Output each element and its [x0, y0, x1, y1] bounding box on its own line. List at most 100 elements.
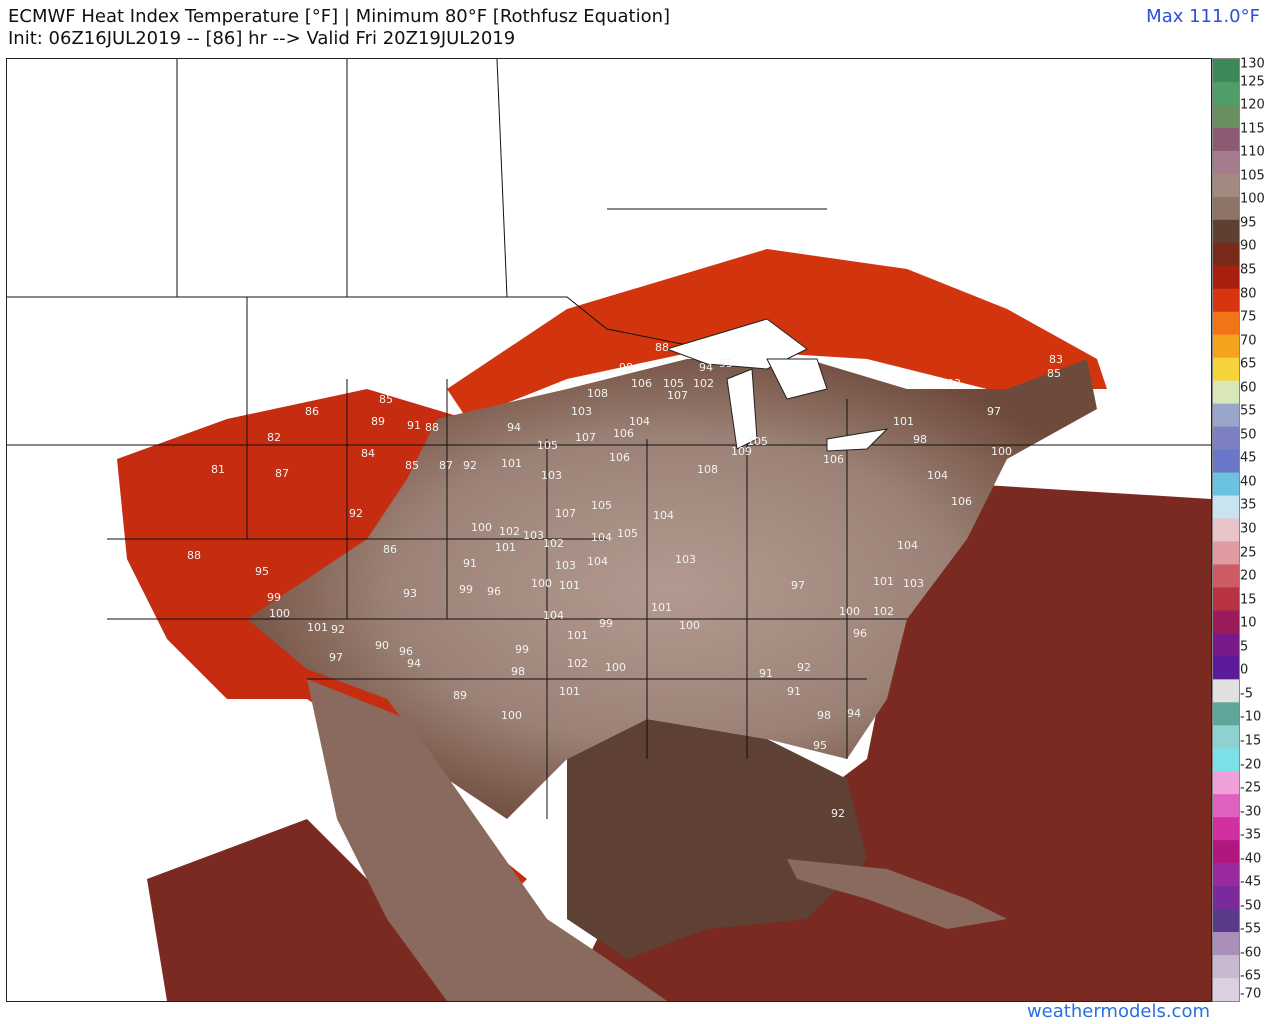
legend-tick-label: 55: [1240, 403, 1257, 419]
map-label: 94: [407, 657, 421, 670]
map-label: 103: [571, 405, 592, 418]
map-label: 87: [439, 459, 453, 472]
map-label: 104: [653, 509, 674, 522]
heat-index-map: 88 94 95 98 106 105 102 107 108 103 104 …: [6, 58, 1212, 1002]
colorbar-swatch: [1213, 334, 1239, 359]
colorbar-swatch: [1213, 518, 1239, 542]
colorbar-swatch: [1213, 426, 1239, 451]
map-label: 103: [555, 559, 576, 572]
colorbar-swatch: [1213, 748, 1239, 772]
title-line-1: ECMWF Heat Index Temperature [°F] | Mini…: [8, 6, 671, 27]
map-label: 92: [797, 661, 811, 674]
legend-tick-label: -50: [1240, 898, 1262, 914]
map-label: 101: [559, 579, 580, 592]
map-label: 95: [719, 357, 733, 370]
legend-tick-label: 120: [1240, 97, 1265, 113]
map-label: 103: [903, 577, 924, 590]
map-label: 90: [375, 639, 389, 652]
caribbean-islands: [787, 859, 1007, 929]
legend-tick-label: -45: [1240, 874, 1262, 890]
max-value-label: Max 111.0°F: [1146, 6, 1260, 27]
colorbar-swatch: [1213, 380, 1239, 405]
legend-tick-label: 90: [1240, 238, 1257, 254]
legend-tick-label: 130: [1240, 56, 1265, 72]
map-label: 109: [731, 445, 752, 458]
map-label: 87: [275, 467, 289, 480]
map-label: 98: [511, 665, 525, 678]
legend-tick-label: 65: [1240, 356, 1257, 372]
map-label: 100: [605, 661, 626, 674]
legend-tick-label: 50: [1240, 427, 1257, 443]
source-credit: weathermodels.com: [1026, 1001, 1210, 1022]
map-label: 100: [269, 607, 290, 620]
colorbar-swatches: [1213, 59, 1239, 1002]
legend-tick-label: -10: [1240, 709, 1262, 725]
legend-tick-label: 30: [1240, 521, 1257, 537]
map-label: 101: [307, 621, 328, 634]
legend-tick-label: 40: [1240, 474, 1257, 490]
legend-tick-label: 110: [1240, 144, 1265, 160]
map-label: 106: [609, 451, 630, 464]
map-label: 103: [523, 529, 544, 542]
gulf-of-mexico: [567, 719, 867, 959]
map-label: 84: [361, 447, 375, 460]
country-borders: [7, 59, 1211, 819]
chart-title: ECMWF Heat Index Temperature [°F] | Mini…: [8, 6, 670, 50]
colorbar-swatch: [1213, 242, 1239, 267]
colorbar-swatch: [1213, 817, 1239, 841]
map-label: 101: [893, 415, 914, 428]
map-label: 85: [1047, 367, 1061, 380]
colorbar-swatch: [1213, 587, 1239, 611]
map-label: 85: [379, 393, 393, 406]
colorbar-swatch: [1213, 541, 1239, 565]
map-label: 89: [453, 689, 467, 702]
colorbar-swatch: [1213, 495, 1239, 520]
colorbar-swatch: [1213, 127, 1239, 152]
map-label: 107: [555, 507, 576, 520]
legend-tick-label: 15: [1240, 592, 1257, 608]
colorbar-swatch: [1213, 403, 1239, 428]
map-label: 101: [495, 541, 516, 554]
legend-tick-label: -65: [1240, 968, 1262, 984]
map-label: 107: [575, 431, 596, 444]
legend-tick-label: 5: [1240, 639, 1249, 655]
colorbar-swatch: [1213, 955, 1239, 979]
map-label: 104: [629, 415, 650, 428]
colorbar-swatch: [1213, 978, 1239, 1002]
legend-tick-label: -35: [1240, 827, 1262, 843]
legend-tick-label: 75: [1240, 309, 1257, 325]
map-label: 105: [617, 527, 638, 540]
map-label: 99: [515, 643, 529, 656]
map-label: 106: [631, 377, 652, 390]
legend-tick-label: 60: [1240, 380, 1257, 396]
map-label: 105: [747, 435, 768, 448]
map-label: 88: [187, 549, 201, 562]
legend-tick-label: 80: [1240, 286, 1257, 301]
map-label: 102: [567, 657, 588, 670]
map-label: 98: [817, 709, 831, 722]
map-label: 104: [543, 609, 564, 622]
map-label: 86: [305, 405, 319, 418]
colorbar-swatch: [1213, 104, 1239, 129]
map-label: 104: [587, 555, 608, 568]
colorbar-swatch: [1213, 932, 1239, 956]
map-label: 100: [839, 605, 860, 618]
colorbar-swatch: [1213, 679, 1239, 703]
legend-tick-label: 20: [1240, 568, 1257, 584]
legend-tick-label: 0: [1240, 662, 1249, 678]
legend-colorbar: [1212, 58, 1240, 1002]
colorbar-swatch: [1213, 288, 1239, 313]
colorbar-swatch: [1213, 840, 1239, 864]
colorbar-swatch: [1213, 909, 1239, 933]
colorbar-swatch: [1213, 311, 1239, 336]
map-label: 98: [619, 361, 633, 374]
legend-tick-label: -30: [1240, 804, 1262, 820]
map-label: 101: [567, 629, 588, 642]
map-label: 85: [405, 459, 419, 472]
map-label: 88: [655, 341, 669, 354]
map-label: 104: [927, 469, 948, 482]
map-label: 101: [873, 575, 894, 588]
map-label: 107: [667, 389, 688, 402]
map-label: 100: [471, 521, 492, 534]
map-label: 96: [853, 627, 867, 640]
